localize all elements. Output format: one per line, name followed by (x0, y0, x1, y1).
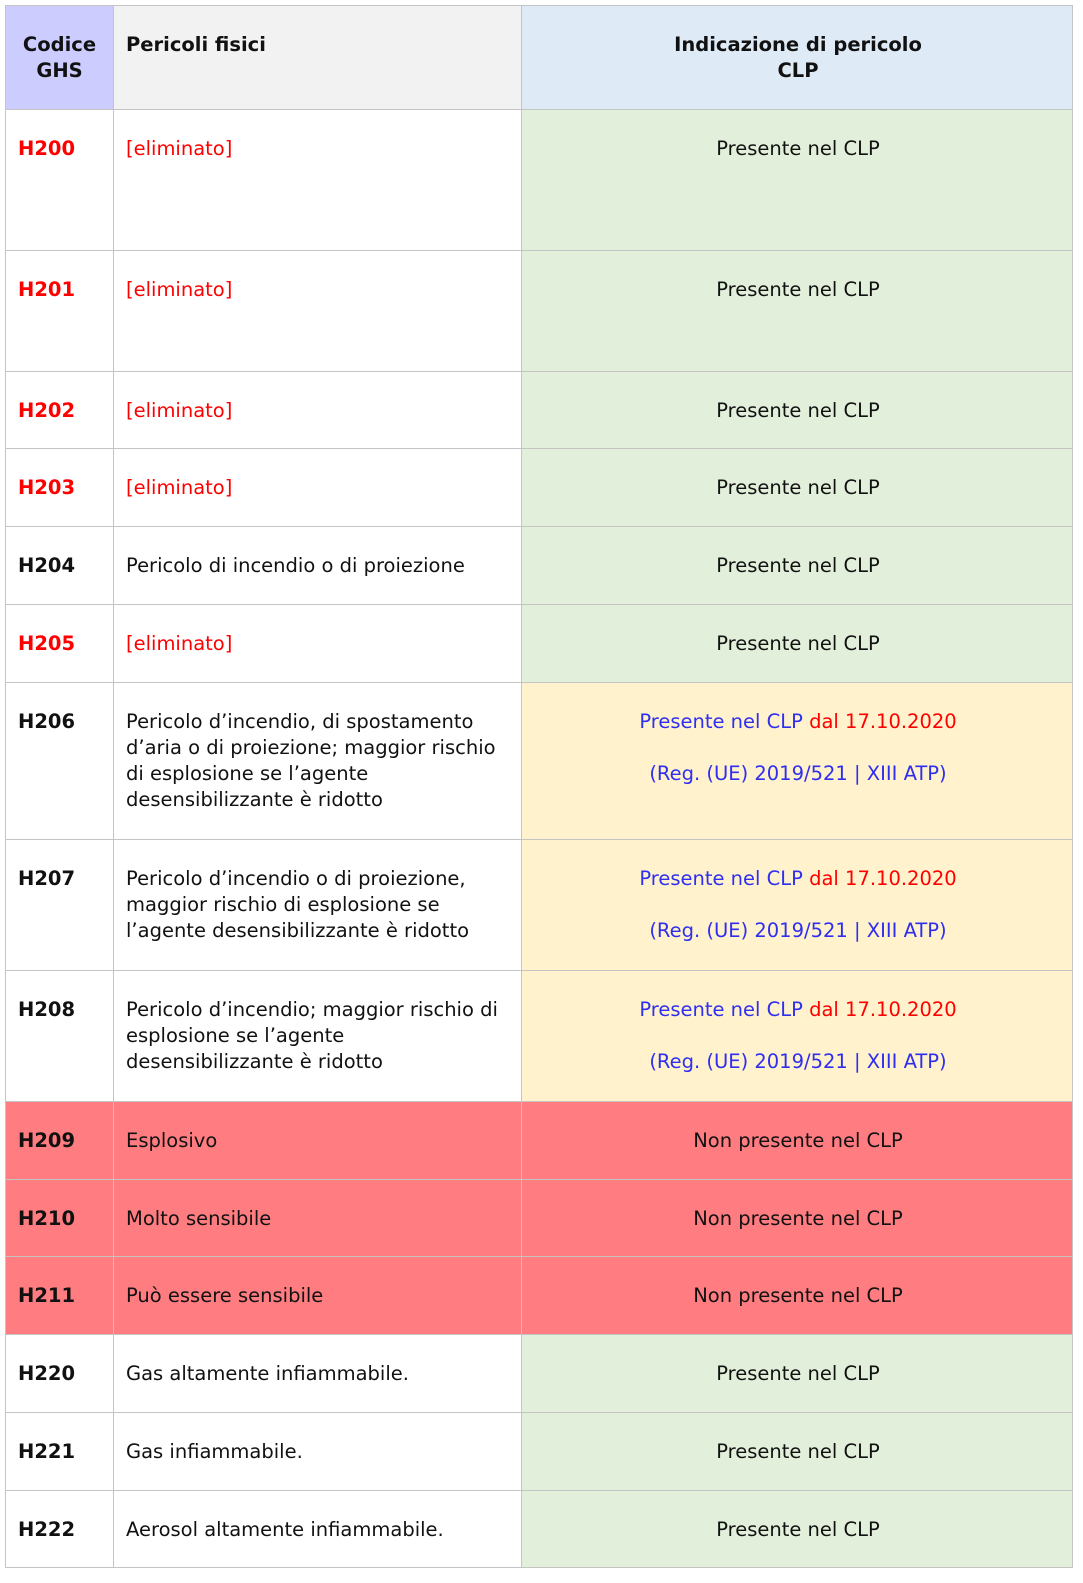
code-cell: H220 (5, 1334, 114, 1413)
table-row: H204 Pericolo di incendio o di proiezione… (5, 526, 1073, 605)
code-cell: H209 (5, 1101, 114, 1180)
status-text: Presente nel CLP (639, 998, 803, 1021)
status-text: Presente nel CLP (639, 710, 803, 733)
code-cell: H200 (5, 109, 114, 251)
code-cell: H210 (5, 1179, 114, 1257)
status-text: Presente nel CLP (716, 1362, 880, 1385)
status-cell: Presente nel CLP (521, 1412, 1073, 1491)
hazard-table: Codice GHS Pericoli fisici Indicazione d… (5, 5, 1073, 1568)
status-reference: (Reg. (UE) 2019/521 | XIII ATP) (649, 919, 947, 942)
code-cell: H206 (5, 682, 114, 840)
status-text: Presente nel CLP (716, 632, 880, 655)
status-cell: Presente nel CLP dal 17.10.2020 (Reg. (UE… (521, 839, 1073, 971)
status-cell: Presente nel CLP (521, 448, 1073, 527)
code-cell: H222 (5, 1490, 114, 1568)
code-cell: H205 (5, 604, 114, 683)
table-row: H208 Pericolo d’incendio; maggior rischio… (5, 970, 1073, 1102)
status-date: dal 17.10.2020 (809, 710, 957, 733)
table-row: H200 [eliminato] Presente nel CLP (5, 109, 1073, 251)
table-row: H207 Pericolo d’incendio o di proiezione,… (5, 839, 1073, 971)
table-row: H220 Gas altamente infiammabile. Presente … (5, 1334, 1073, 1413)
status-text: Non presente nel CLP (693, 1129, 903, 1152)
table-row: H211 Può essere sensibile Non presente nel… (5, 1256, 1073, 1335)
hazard-cell: Gas altamente infiammabile. (113, 1334, 522, 1413)
hazard-cell: Esplosivo (113, 1101, 522, 1180)
hazard-cell: Può essere sensibile (113, 1256, 522, 1335)
table-row: H201 [eliminato] Presente nel CLP (5, 250, 1073, 372)
status-text: Non presente nel CLP (693, 1284, 903, 1307)
table-row: H206 Pericolo d’incendio, di spostamento … (5, 682, 1073, 840)
hazard-cell: Pericolo d’incendio o di proiezione, mag… (113, 839, 522, 971)
status-text: Presente nel CLP (716, 476, 880, 499)
status-date: dal 17.10.2020 (809, 998, 957, 1021)
status-cell: Presente nel CLP (521, 604, 1073, 683)
status-cell: Presente nel CLP (521, 371, 1073, 449)
hazard-cell: Pericolo d’incendio; maggior rischio di … (113, 970, 522, 1102)
status-text: Non presente nel CLP (693, 1207, 903, 1230)
header-cell: Indicazione di pericolo CLP (521, 5, 1073, 110)
hazard-cell: Molto sensibile (113, 1179, 522, 1257)
status-cell: Presente nel CLP (521, 109, 1073, 251)
hazard-cell: Aerosol altamente infiammabile. (113, 1490, 522, 1568)
table-row: H202 [eliminato] Presente nel CLP (5, 371, 1073, 449)
status-cell: Presente nel CLP (521, 1334, 1073, 1413)
table-row: H222 Aerosol altamente infiammabile. Prese… (5, 1490, 1073, 1568)
hazard-cell: Pericolo di incendio o di proiezione (113, 526, 522, 605)
code-cell: H221 (5, 1412, 114, 1491)
hazard-cell: [eliminato] (113, 371, 522, 449)
header-row: Codice GHS Pericoli fisici Indicazione d… (5, 5, 1073, 110)
status-text: Presente nel CLP (716, 278, 880, 301)
table-row: H203 [eliminato] Presente nel CLP (5, 448, 1073, 527)
status-date: dal 17.10.2020 (809, 867, 957, 890)
code-cell: H204 (5, 526, 114, 605)
status-reference: (Reg. (UE) 2019/521 | XIII ATP) (649, 1050, 947, 1073)
status-cell: Presente nel CLP (521, 250, 1073, 372)
status-cell: Presente nel CLP (521, 526, 1073, 605)
hazard-cell: [eliminato] (113, 109, 522, 251)
code-cell: H207 (5, 839, 114, 971)
table-row: H205 [eliminato] Presente nel CLP (5, 604, 1073, 683)
hazard-cell: [eliminato] (113, 250, 522, 372)
hazard-cell: Pericolo d’incendio, di spostamento d’ar… (113, 682, 522, 840)
table-row: H209 Esplosivo Non presente nel CLP (5, 1101, 1073, 1180)
status-cell: Non presente nel CLP (521, 1256, 1073, 1335)
table-row: H210 Molto sensibile Non presente nel CLP (5, 1179, 1073, 1257)
code-cell: H203 (5, 448, 114, 527)
code-cell: H208 (5, 970, 114, 1102)
hazard-cell: Gas infiammabile. (113, 1412, 522, 1491)
status-cell: Non presente nel CLP (521, 1101, 1073, 1180)
code-cell: H202 (5, 371, 114, 449)
status-text: Presente nel CLP (716, 137, 880, 160)
status-cell: Presente nel CLP dal 17.10.2020 (Reg. (UE… (521, 970, 1073, 1102)
hazard-cell: [eliminato] (113, 448, 522, 527)
status-text: Presente nel CLP (639, 867, 803, 890)
table-body: H200 [eliminato] Presente nel CLP H201 [elim… (5, 109, 1073, 1568)
status-text: Presente nel CLP (716, 1518, 880, 1541)
table-row: H221 Gas infiammabile. Presente nel CLP (5, 1412, 1073, 1491)
status-text: Presente nel CLP (716, 399, 880, 422)
status-text: Presente nel CLP (716, 1440, 880, 1463)
status-reference: (Reg. (UE) 2019/521 | XIII ATP) (649, 762, 947, 785)
code-cell: H201 (5, 250, 114, 372)
status-cell: Non presente nel CLP (521, 1179, 1073, 1257)
code-cell: H211 (5, 1256, 114, 1335)
status-cell: Presente nel CLP dal 17.10.2020 (Reg. (UE… (521, 682, 1073, 840)
status-text: Presente nel CLP (716, 554, 880, 577)
hazard-cell: [eliminato] (113, 604, 522, 683)
header-cell: Pericoli fisici (113, 5, 522, 110)
status-cell: Presente nel CLP (521, 1490, 1073, 1568)
header-cell: Codice GHS (5, 5, 114, 110)
